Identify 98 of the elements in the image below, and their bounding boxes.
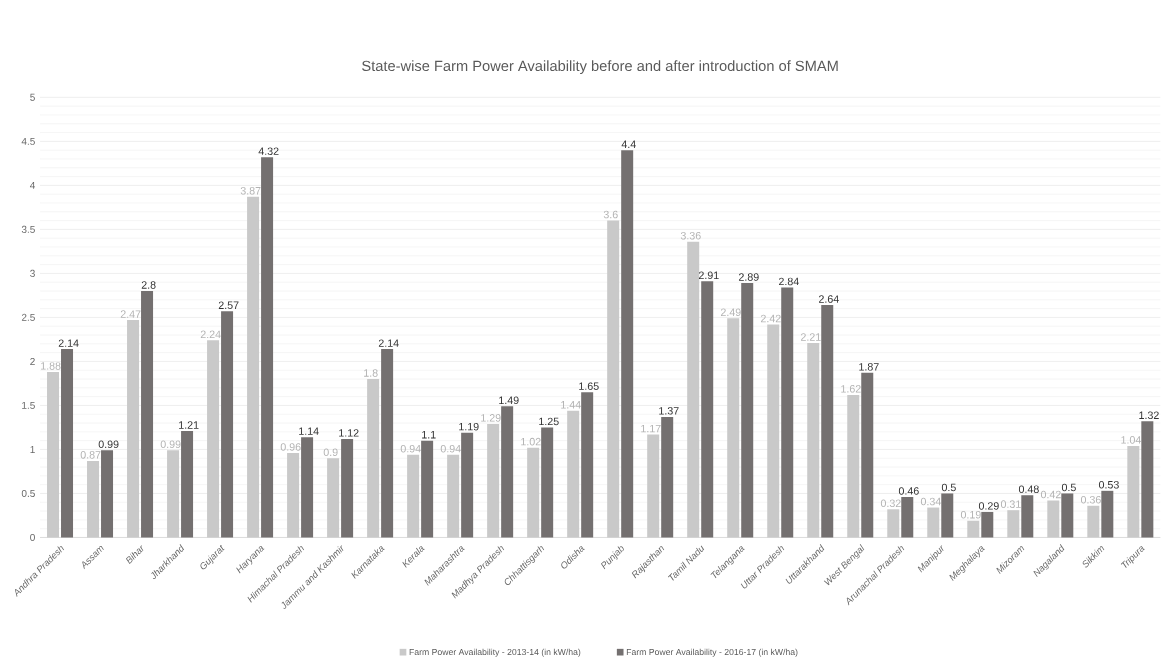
y-tick-label: 1 [30, 446, 35, 453]
bar [141, 291, 154, 538]
bar [661, 416, 674, 538]
y-tick-label: 3.5 [21, 225, 35, 234]
y-tick-label: 4 [29, 182, 36, 189]
y-tick-label: 0.5 [21, 490, 35, 498]
data-label: 1.04 [1121, 436, 1141, 444]
data-label: 1.49 [499, 396, 519, 405]
data-label: 4.4 [621, 140, 636, 148]
data-label: 2.14 [378, 339, 399, 347]
data-label: 0.99 [160, 440, 181, 449]
data-label: 0.94 [400, 444, 421, 453]
data-label: 0.94 [440, 444, 461, 453]
data-label: 1.12 [339, 429, 359, 437]
bar [701, 281, 714, 538]
bar [621, 150, 634, 538]
data-label: 0.42 [1040, 490, 1061, 499]
data-label: 3.6 [603, 210, 618, 219]
data-label: 1.32 [1139, 411, 1159, 420]
data-label: 0.96 [280, 443, 301, 451]
y-tick-label: 4.5 [21, 137, 35, 145]
data-label: 2.24 [200, 330, 221, 339]
data-label: 0.29 [978, 502, 999, 510]
data-label: 1.87 [859, 363, 879, 371]
data-label: 1.88 [41, 362, 61, 370]
y-tick-label: 1.5 [22, 402, 35, 410]
data-label: 0.36 [1080, 496, 1101, 504]
bar [1141, 421, 1154, 538]
legend-label: Farm Power Availability - 2013-14 (in kW/ha) [409, 648, 581, 657]
bar [221, 311, 234, 538]
data-label: 4.32 [258, 147, 279, 156]
data-label: 1.62 [841, 385, 861, 393]
bar [981, 512, 994, 538]
data-label: 0.31 [1000, 500, 1021, 508]
data-label: 2.64 [819, 295, 839, 303]
data-label: 0.48 [1018, 485, 1039, 494]
bar [781, 287, 794, 538]
bar [181, 431, 194, 538]
data-label: 1.02 [521, 437, 541, 446]
data-label: 0.34 [920, 497, 941, 506]
data-label: 0.53 [1098, 481, 1119, 489]
data-label: 1.25 [539, 417, 559, 426]
bar [541, 427, 554, 538]
bar [821, 305, 834, 538]
bar [341, 438, 354, 538]
bar [101, 450, 114, 538]
bar [581, 392, 594, 538]
data-label: 0.9 [323, 448, 338, 457]
bar [461, 432, 474, 538]
bar [421, 440, 434, 538]
data-label: 2.57 [218, 301, 239, 310]
data-label: 0.32 [880, 499, 901, 508]
chart-title: State-wise Farm Power Availability before and after introduction of SMAM [362, 60, 838, 75]
data-label: 1.8 [364, 369, 378, 377]
bar [501, 406, 514, 538]
bar [301, 437, 314, 538]
y-tick-label: 0 [30, 534, 35, 542]
data-label: 2.21 [801, 333, 821, 341]
data-label: 2.91 [698, 271, 719, 280]
data-label: 1.1 [422, 431, 436, 439]
y-tick-label: 2.5 [21, 313, 35, 322]
data-label: 1.21 [179, 421, 199, 429]
data-label: 3.87 [240, 187, 261, 195]
data-label: 1.29 [481, 414, 501, 422]
data-label: 1.65 [579, 382, 599, 391]
data-label: 0.5 [941, 483, 956, 492]
bar [901, 497, 914, 538]
y-tick-label: 3 [30, 269, 35, 278]
bar [1021, 495, 1034, 538]
data-label: 3.36 [680, 231, 701, 240]
data-label: 2.8 [141, 281, 156, 289]
data-label: 1.44 [561, 401, 581, 409]
data-label: 0.19 [960, 511, 981, 519]
data-label: 2.47 [120, 310, 141, 318]
data-label: 2.49 [720, 308, 741, 317]
bar [1101, 490, 1114, 538]
data-label: 0.87 [80, 451, 101, 459]
bar [61, 349, 74, 538]
data-label: 2.89 [738, 273, 759, 281]
data-label: 0.46 [898, 487, 919, 495]
data-label: 0.99 [98, 440, 119, 449]
bar [1061, 493, 1074, 538]
data-label: 1.37 [659, 407, 679, 415]
data-label: 2.42 [760, 314, 781, 323]
bar [261, 157, 274, 538]
data-label: 1.14 [299, 427, 319, 435]
bar [741, 283, 754, 538]
data-label: 1.19 [459, 422, 479, 431]
y-tick-label: 5 [30, 93, 35, 101]
y-tick-label: 2 [30, 358, 35, 365]
data-label: 0.5 [1061, 483, 1076, 492]
data-label: 1.17 [641, 424, 661, 433]
legend-label: Farm Power Availability - 2016-17 (in kW/ha) [626, 648, 798, 657]
data-label: 2.84 [778, 277, 799, 286]
bar [861, 372, 874, 538]
bar [381, 349, 394, 538]
bar [941, 493, 954, 538]
data-label: 2.14 [58, 339, 79, 347]
